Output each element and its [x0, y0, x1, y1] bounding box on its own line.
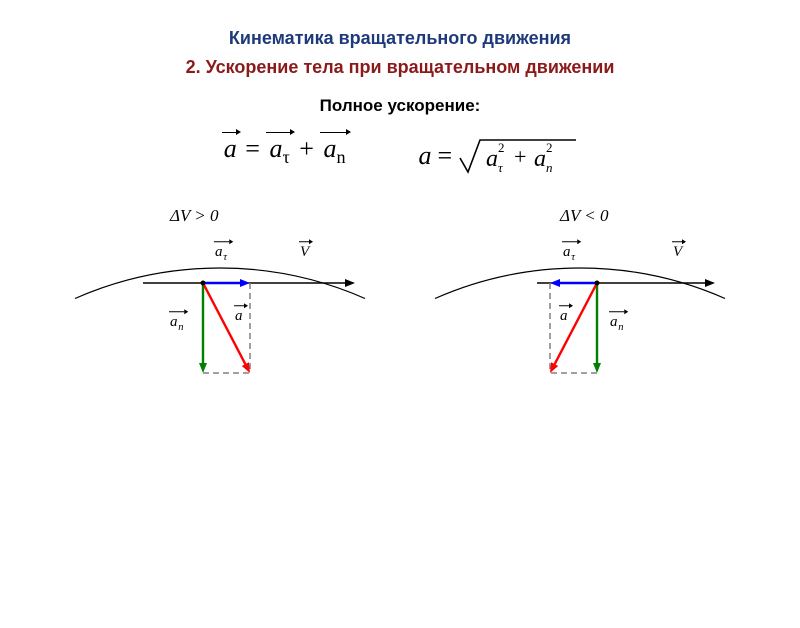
- sqrt-icon: a 2 τ + a 2 n: [458, 134, 578, 178]
- diagram-right: ΔV < 0 aτVana: [415, 198, 745, 438]
- formula-row: a = aτ + an a = a 2 τ + a 2 n: [0, 134, 800, 178]
- diagram-svg-right: aτVana: [415, 198, 745, 438]
- svg-text:a: a: [610, 314, 618, 330]
- svg-text:2: 2: [498, 140, 505, 155]
- svg-text:n: n: [546, 160, 553, 175]
- diagram-svg-left: aτVana: [55, 198, 385, 438]
- diagram-row: ΔV > 0 aτVana ΔV < 0 aτVana: [0, 198, 800, 438]
- svg-text:τ: τ: [571, 252, 576, 263]
- svg-text:a: a: [560, 308, 568, 324]
- vector-formula: a = aτ + an: [222, 134, 349, 178]
- svg-text:a: a: [563, 244, 571, 260]
- svg-text:a: a: [215, 244, 223, 260]
- section-title: 2. Ускорение тела при вращательном движе…: [0, 57, 800, 78]
- svg-text:V: V: [673, 244, 684, 260]
- svg-text:a: a: [486, 146, 498, 172]
- magnitude-formula: a = a 2 τ + a 2 n: [419, 134, 579, 178]
- svg-text:a: a: [235, 308, 243, 324]
- dv-label-left: ΔV > 0: [170, 206, 219, 226]
- svg-text:a: a: [534, 146, 546, 172]
- svg-text:n: n: [618, 322, 623, 333]
- svg-text:τ: τ: [223, 252, 228, 263]
- svg-text:+: +: [514, 144, 526, 169]
- svg-text:τ: τ: [498, 160, 504, 175]
- svg-text:V: V: [300, 244, 311, 260]
- main-title: Кинематика вращательного движения: [0, 28, 800, 49]
- diagram-left: ΔV > 0 aτVana: [55, 198, 385, 438]
- subtitle: Полное ускорение:: [0, 96, 800, 116]
- svg-text:a: a: [170, 314, 178, 330]
- dv-label-right: ΔV < 0: [560, 206, 609, 226]
- svg-text:n: n: [178, 322, 183, 333]
- svg-text:2: 2: [546, 140, 553, 155]
